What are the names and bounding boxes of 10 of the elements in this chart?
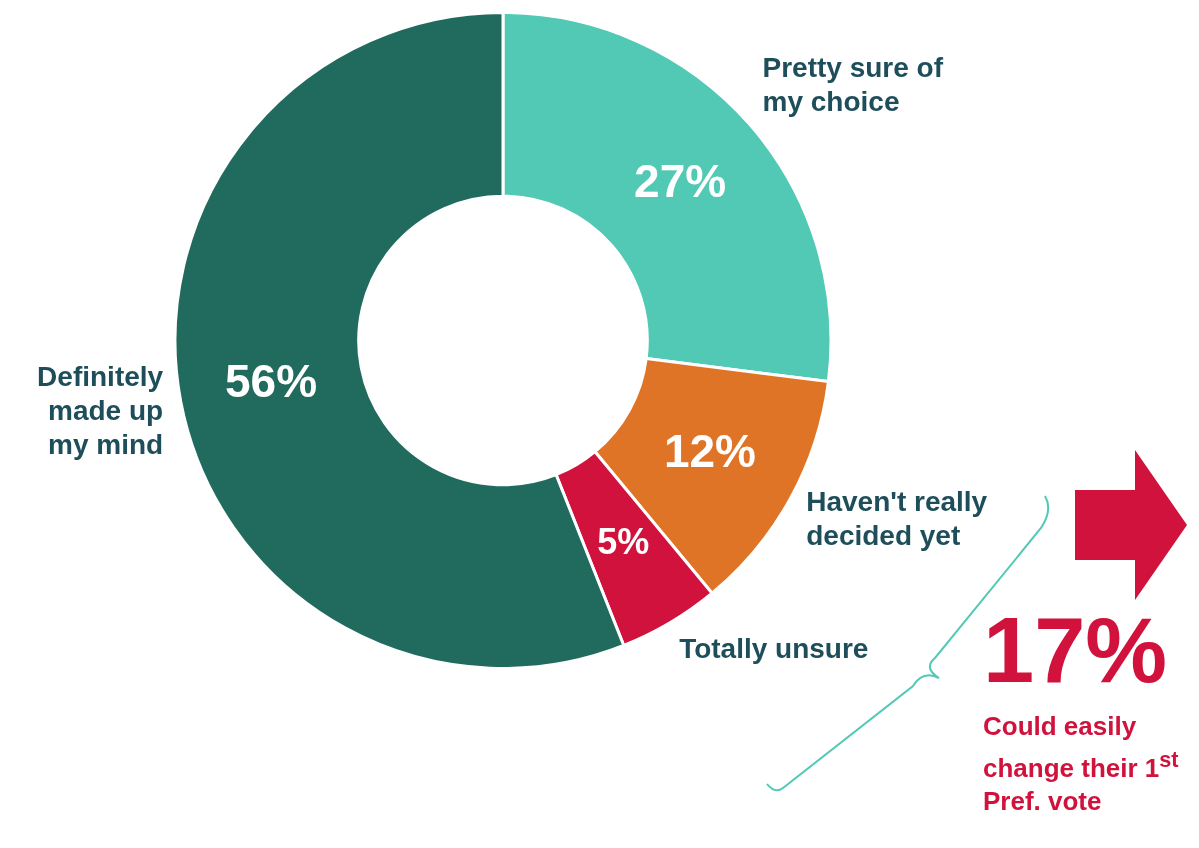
- slice-label: Pretty sure of my choice: [762, 51, 944, 117]
- slice-label: Definitely made up my mind: [37, 360, 164, 460]
- data-label: 27%: [634, 155, 727, 208]
- text: Could easily change their 1$^{st}$ Pref. vote: [983, 711, 1179, 816]
- slice-label: Haven't really decided yet: [806, 486, 988, 552]
- text: 17%: [983, 599, 1168, 701]
- data-label: 12%: [663, 424, 756, 477]
- slice-label: Totally unsure: [679, 632, 869, 664]
- data-label: 5%: [597, 520, 650, 562]
- data-label: 56%: [224, 355, 318, 408]
